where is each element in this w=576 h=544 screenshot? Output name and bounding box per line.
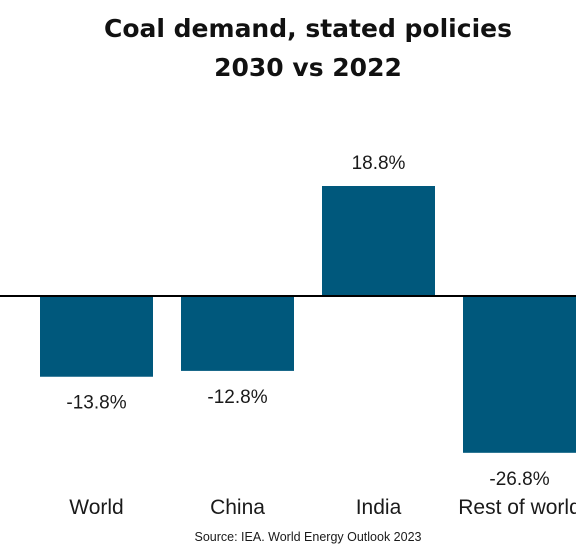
bar-china	[181, 296, 294, 371]
bar-rest-of-world	[463, 296, 576, 453]
chart-title-line2: 2030 vs 2022	[214, 53, 402, 82]
data-label: -26.8%	[489, 469, 549, 490]
data-label: 18.8%	[352, 153, 406, 174]
bar-india	[322, 186, 435, 296]
bar-world	[40, 296, 153, 377]
x-tick-label: China	[210, 496, 265, 519]
x-tick-label: Rest of world	[458, 496, 576, 519]
chart-title-line1: Coal demand, stated policies	[104, 14, 512, 43]
data-label: -13.8%	[66, 393, 126, 414]
x-tick-label: India	[356, 496, 402, 519]
x-tick-label: World	[69, 496, 123, 519]
source-note: Source: IEA. World Energy Outlook 2023	[195, 530, 422, 544]
data-label: -12.8%	[207, 387, 267, 408]
bars-layer	[40, 186, 576, 453]
labels-layer: -13.8% World -12.8% China 18.8% India -26.8% Re…	[66, 153, 576, 519]
